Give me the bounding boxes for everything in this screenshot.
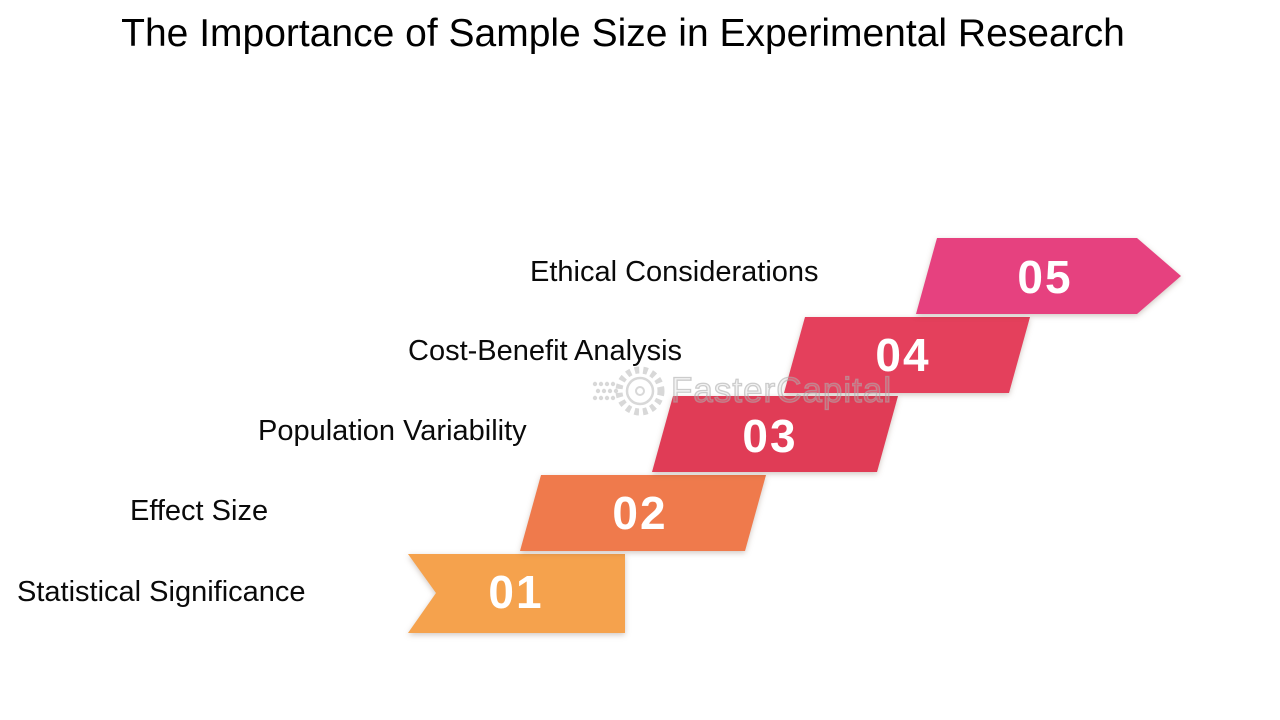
step-number-03: 03: [742, 410, 798, 462]
step-number-02: 02: [612, 487, 668, 539]
step-shape-04: [784, 317, 1030, 393]
step-label-statistical-significance: Statistical Significance: [17, 576, 306, 608]
step-label-cost-benefit-analysis: Cost-Benefit Analysis: [408, 335, 683, 367]
step-shape-03: [652, 396, 898, 472]
step-label-effect-size: Effect Size: [130, 495, 269, 527]
step-shape-02: [520, 475, 766, 551]
step-shape-01: [408, 554, 625, 633]
step-number-01: 01: [488, 566, 544, 618]
step-number-04: 04: [875, 329, 931, 381]
step-shape-05: [916, 238, 1181, 314]
page-title: The Importance of Sample Size in Experim…: [121, 12, 1125, 55]
step-label-population-variability: Population Variability: [258, 415, 527, 447]
step-label-ethical-considerations: Ethical Considerations: [530, 256, 819, 288]
step-number-05: 05: [1017, 251, 1073, 303]
